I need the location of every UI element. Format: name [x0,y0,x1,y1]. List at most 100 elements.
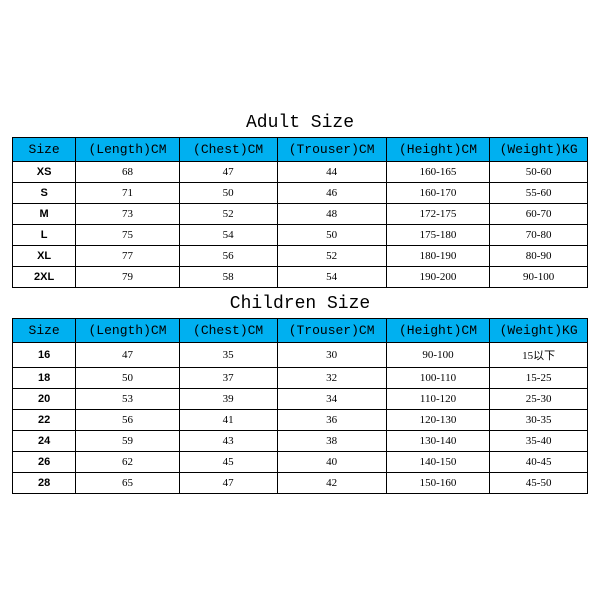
table-cell: 90-100 [386,342,490,367]
col-header: (Weight)KG [490,318,588,342]
adult-table-head: Size (Length)CM (Chest)CM (Trouser)CM (H… [13,137,588,161]
table-cell: 42 [277,472,386,493]
table-cell: 45-50 [490,472,588,493]
table-cell: 50 [179,182,277,203]
children-size-title: Children Size [12,288,588,318]
table-row: 24594338130-14035-40 [13,430,588,451]
table-cell: 18 [13,367,76,388]
table-cell: 34 [277,388,386,409]
table-cell: 32 [277,367,386,388]
table-cell: 62 [76,451,180,472]
table-cell: 90-100 [490,266,588,287]
col-header: Size [13,137,76,161]
table-row: XL775652180-19080-90 [13,245,588,266]
table-cell: 43 [179,430,277,451]
table-cell: 53 [76,388,180,409]
col-header: (Length)CM [76,318,180,342]
table-row: 2XL795854190-20090-100 [13,266,588,287]
table-cell: 56 [179,245,277,266]
table-cell: 2XL [13,266,76,287]
table-cell: 52 [179,203,277,224]
table-cell: 39 [179,388,277,409]
table-cell: 68 [76,161,180,182]
table-cell: 73 [76,203,180,224]
table-row: 28654742150-16045-50 [13,472,588,493]
table-row: 18503732100-11015-25 [13,367,588,388]
col-header: (Chest)CM [179,318,277,342]
table-cell: 30-35 [490,409,588,430]
table-cell: XS [13,161,76,182]
table-row: 22564136120-13030-35 [13,409,588,430]
table-cell: 28 [13,472,76,493]
table-cell: 70-80 [490,224,588,245]
table-cell: 58 [179,266,277,287]
table-cell: 52 [277,245,386,266]
table-cell: 130-140 [386,430,490,451]
table-cell: 44 [277,161,386,182]
table-cell: 15-25 [490,367,588,388]
table-cell: 30 [277,342,386,367]
table-cell: 25-30 [490,388,588,409]
adult-size-title: Adult Size [12,107,588,137]
table-cell: 35 [179,342,277,367]
table-row: L755450175-18070-80 [13,224,588,245]
table-cell: S [13,182,76,203]
table-cell: 59 [76,430,180,451]
table-cell: 79 [76,266,180,287]
table-cell: 172-175 [386,203,490,224]
table-cell: 55-60 [490,182,588,203]
table-cell: 47 [179,472,277,493]
children-size-table: Size (Length)CM (Chest)CM (Trouser)CM (H… [12,318,588,494]
adult-size-table: Size (Length)CM (Chest)CM (Trouser)CM (H… [12,137,588,288]
col-header: (Weight)KG [490,137,588,161]
table-cell: 54 [277,266,386,287]
col-header: (Trouser)CM [277,318,386,342]
col-header: Size [13,318,76,342]
children-table-body: 1647353090-10015以下18503732100-11015-2520… [13,342,588,493]
table-row: 20533934110-12025-30 [13,388,588,409]
table-row: 1647353090-10015以下 [13,342,588,367]
table-cell: 110-120 [386,388,490,409]
table-cell: 22 [13,409,76,430]
table-cell: 71 [76,182,180,203]
adult-table-body: XS684744160-16550-60S715046160-17055-60M… [13,161,588,287]
col-header: (Height)CM [386,137,490,161]
table-cell: 47 [179,161,277,182]
table-cell: 56 [76,409,180,430]
table-cell: 45 [179,451,277,472]
table-row: S715046160-17055-60 [13,182,588,203]
table-cell: 140-150 [386,451,490,472]
table-cell: 38 [277,430,386,451]
table-cell: 80-90 [490,245,588,266]
table-cell: 48 [277,203,386,224]
table-row: M735248172-17560-70 [13,203,588,224]
table-cell: 35-40 [490,430,588,451]
table-cell: 120-130 [386,409,490,430]
table-cell: L [13,224,76,245]
table-cell: 150-160 [386,472,490,493]
table-cell: 190-200 [386,266,490,287]
table-cell: 65 [76,472,180,493]
children-table-head: Size (Length)CM (Chest)CM (Trouser)CM (H… [13,318,588,342]
col-header: (Height)CM [386,318,490,342]
table-cell: 160-170 [386,182,490,203]
col-header: (Chest)CM [179,137,277,161]
table-cell: 54 [179,224,277,245]
table-cell: 46 [277,182,386,203]
table-cell: 47 [76,342,180,367]
table-cell: 26 [13,451,76,472]
table-cell: 15以下 [490,342,588,367]
table-cell: 40 [277,451,386,472]
table-cell: 16 [13,342,76,367]
table-cell: 160-165 [386,161,490,182]
table-cell: 40-45 [490,451,588,472]
table-row: 26624540140-15040-45 [13,451,588,472]
table-cell: 20 [13,388,76,409]
table-cell: 50 [76,367,180,388]
table-cell: 100-110 [386,367,490,388]
table-cell: 41 [179,409,277,430]
table-cell: M [13,203,76,224]
table-cell: 180-190 [386,245,490,266]
table-cell: 50-60 [490,161,588,182]
table-cell: 75 [76,224,180,245]
